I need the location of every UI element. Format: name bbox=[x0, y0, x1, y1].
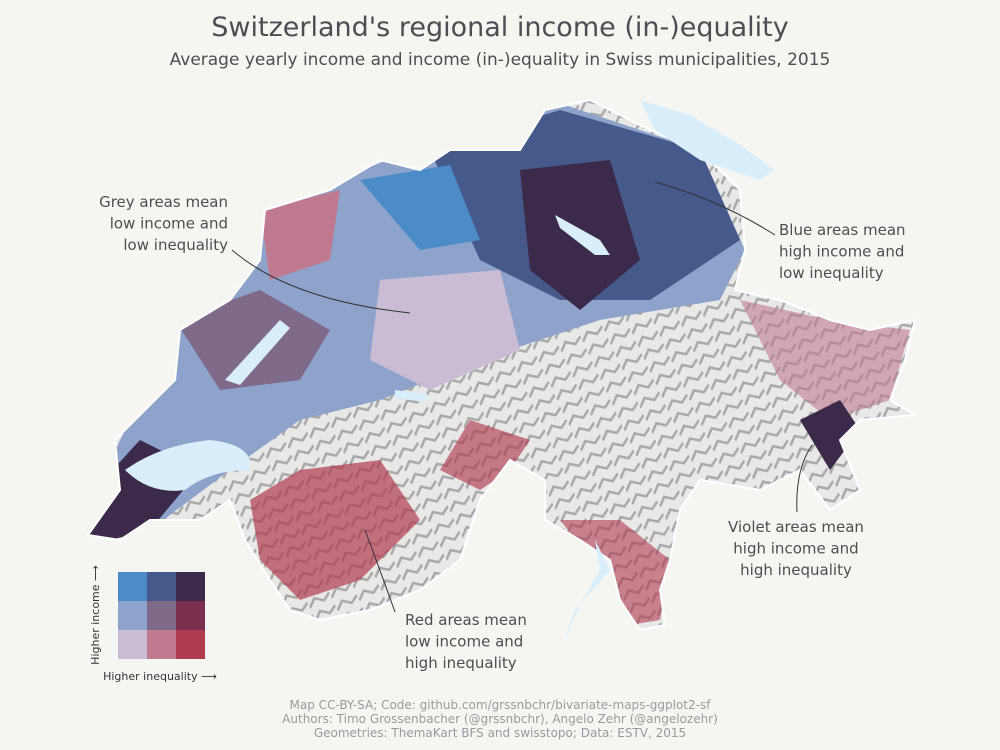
lake-neuchatel bbox=[225, 320, 290, 385]
annotation-line: low inequality bbox=[123, 236, 228, 254]
lake-geneva bbox=[125, 440, 251, 491]
lakes bbox=[125, 100, 775, 640]
legend: Higher income ⟶Higher inequality ⟶ bbox=[89, 565, 217, 683]
lake-zurich bbox=[555, 215, 610, 255]
region-jura bbox=[260, 190, 340, 280]
leader-lines bbox=[231, 181, 813, 613]
caption: Map CC-BY-SA; Code: github.com/grssnbchr… bbox=[282, 698, 718, 740]
legend-x-label: Higher inequality ⟶ bbox=[103, 670, 217, 683]
annotation-line: Grey areas mean bbox=[99, 193, 228, 211]
annotation-line: low income and bbox=[110, 215, 228, 233]
legend-cell bbox=[176, 630, 205, 659]
annotation-line: low income and bbox=[405, 633, 523, 651]
region-blue bbox=[360, 165, 480, 250]
subtitle: Average yearly income and income (in-)eq… bbox=[170, 50, 831, 70]
legend-cell bbox=[176, 572, 205, 601]
caption-line: Authors: Timo Grossenbacher (@grssnbchr)… bbox=[282, 712, 718, 726]
lake-constance bbox=[640, 100, 775, 180]
region-grey bbox=[370, 270, 520, 390]
legend-cell bbox=[147, 572, 176, 601]
legend-cell bbox=[147, 630, 176, 659]
annotation-line: high inequality bbox=[740, 561, 852, 579]
legend-cell bbox=[118, 630, 147, 659]
leader-line bbox=[364, 529, 396, 613]
annotation-line: high income and bbox=[733, 540, 858, 558]
annotation-line: high inequality bbox=[405, 654, 517, 672]
region-valais bbox=[250, 460, 420, 600]
legend-cell bbox=[118, 572, 147, 601]
annotation-line: Blue areas mean bbox=[779, 221, 906, 239]
caption-line: Geometries: ThemaKart BFS and swisstopo;… bbox=[314, 726, 686, 740]
annotation-line: low inequality bbox=[779, 264, 884, 282]
annotations: Grey areas mean low income and low inequal… bbox=[99, 193, 905, 672]
annotation-line: high income and bbox=[779, 243, 904, 261]
leader-line bbox=[231, 249, 411, 314]
title: Switzerland's regional income (in-)equal… bbox=[211, 12, 788, 43]
annotation-line: Red areas mean bbox=[405, 611, 527, 629]
region-engadin bbox=[800, 400, 860, 470]
annotation-line: Violet areas mean bbox=[728, 518, 864, 536]
caption-line: Map CC-BY-SA; Code: github.com/grssnbchr… bbox=[290, 698, 712, 712]
legend-cell bbox=[118, 601, 147, 630]
legend-cell bbox=[147, 601, 176, 630]
legend-cell bbox=[176, 601, 205, 630]
lake-thun bbox=[395, 390, 430, 402]
legend-y-label: Higher income ⟶ bbox=[89, 565, 102, 665]
region-violet bbox=[175, 290, 330, 390]
leader-line bbox=[654, 181, 776, 236]
leader-line bbox=[796, 444, 813, 513]
region-red bbox=[440, 420, 530, 490]
